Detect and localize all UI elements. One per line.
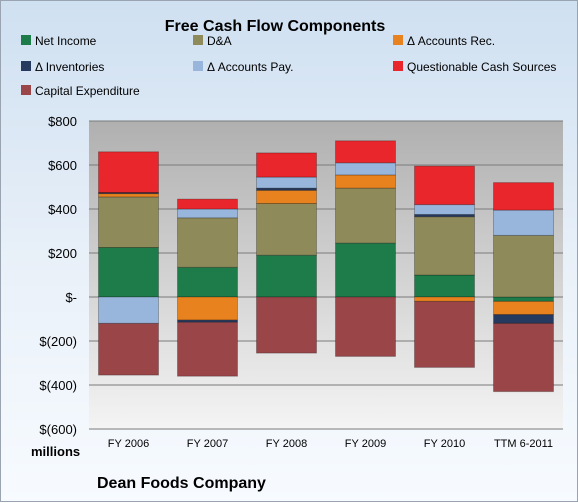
bar-capital-expenditure [256, 296, 317, 354]
bar-questionable-cash-sources [335, 140, 396, 164]
legend-item: Questionable Cash Sources [393, 60, 556, 74]
units-label: millions [31, 444, 80, 459]
bar-accounts-pay [335, 162, 396, 176]
x-axis: FY 2006 FY 2007 FY 2008 FY 2009 FY 2010 TTM 6… [108, 438, 553, 450]
bar-questionable-cash-sources [414, 165, 475, 206]
bar-accounts-pay [414, 204, 475, 216]
legend-label: Δ Accounts Rec. [407, 34, 495, 48]
bar-capital-expenditure [414, 300, 475, 368]
bar-capital-expenditure [493, 322, 554, 393]
y-tick-label: $(600) [39, 422, 77, 437]
legend-swatch [21, 35, 31, 45]
legend-label: Questionable Cash Sources [407, 60, 556, 74]
bar-net-income [493, 296, 554, 302]
bar-accounts-pay [256, 176, 317, 189]
bar-d-a [98, 196, 159, 248]
bar-net-income [335, 242, 396, 298]
legend-label: Net Income [35, 34, 97, 48]
y-tick-label: $(200) [39, 334, 77, 349]
x-tick-label: TTM 6-2011 [494, 438, 553, 450]
x-tick-label: FY 2010 [424, 438, 465, 450]
legend-swatch [21, 61, 31, 71]
bars [98, 140, 554, 393]
x-tick-label: FY 2009 [345, 438, 386, 450]
bar-inventories [493, 314, 554, 324]
legend-swatch [393, 61, 403, 71]
legend-item: D&A [193, 34, 232, 48]
bar-questionable-cash-sources [177, 198, 238, 210]
bar-d-a [335, 187, 396, 244]
bar-accounts-rec [493, 300, 554, 316]
bar-questionable-cash-sources [98, 151, 159, 194]
bar-accounts-rec [335, 174, 396, 189]
chart-title: Free Cash Flow Components [165, 18, 386, 35]
legend-label: D&A [207, 34, 232, 48]
legend-label: Δ Inventories [35, 60, 104, 74]
bar-capital-expenditure [98, 322, 159, 376]
legend-swatch [393, 35, 403, 45]
legend-swatch [193, 35, 203, 45]
bar-accounts-pay [177, 208, 238, 219]
legend-item: Δ Accounts Rec. [393, 34, 495, 48]
bar-accounts-rec [256, 189, 317, 205]
x-tick-label: FY 2007 [187, 438, 228, 450]
bar-accounts-rec [414, 296, 475, 302]
legend-swatch [21, 85, 31, 95]
legend-item: Net Income [21, 34, 97, 48]
bar-net-income [256, 254, 317, 298]
legend-label: Δ Accounts Pay. [207, 60, 294, 74]
bar-questionable-cash-sources [493, 182, 554, 211]
bar-net-income [177, 266, 238, 298]
y-tick-label: $- [65, 290, 77, 305]
y-axis: $800 $600 $400 $200 $- $(200) $(400) $(600) [39, 114, 77, 437]
x-tick-label: FY 2006 [108, 438, 149, 450]
plot-area [89, 121, 563, 429]
bar-net-income [414, 274, 475, 298]
legend-label: Capital Expenditure [35, 84, 140, 98]
legend-item: Capital Expenditure [21, 84, 140, 98]
legend-item: Δ Inventories [21, 60, 104, 74]
y-tick-label: $400 [48, 202, 77, 217]
y-tick-label: $(400) [39, 378, 77, 393]
bar-capital-expenditure [177, 321, 238, 377]
gridlines [89, 120, 563, 430]
bar-capital-expenditure [335, 296, 396, 357]
bar-questionable-cash-sources [256, 152, 317, 178]
legend-item: Δ Accounts Pay. [193, 60, 294, 74]
company-name: Dean Foods Company [97, 475, 266, 492]
y-tick-label: $200 [48, 246, 77, 261]
y-tick-label: $800 [48, 114, 77, 129]
bar-d-a [493, 234, 554, 298]
bar-d-a [256, 203, 317, 256]
x-tick-label: FY 2008 [266, 438, 307, 450]
bar-accounts-pay [98, 296, 159, 324]
bar-net-income [98, 247, 159, 298]
bar-d-a [414, 216, 475, 276]
legend-swatch [193, 61, 203, 71]
bar-d-a [177, 217, 238, 268]
bar-accounts-rec [177, 296, 238, 321]
y-tick-label: $600 [48, 158, 77, 173]
legend: Net Income D&A Δ Accounts Rec. Δ Inventorie… [21, 34, 556, 98]
bar-accounts-pay [493, 209, 554, 236]
